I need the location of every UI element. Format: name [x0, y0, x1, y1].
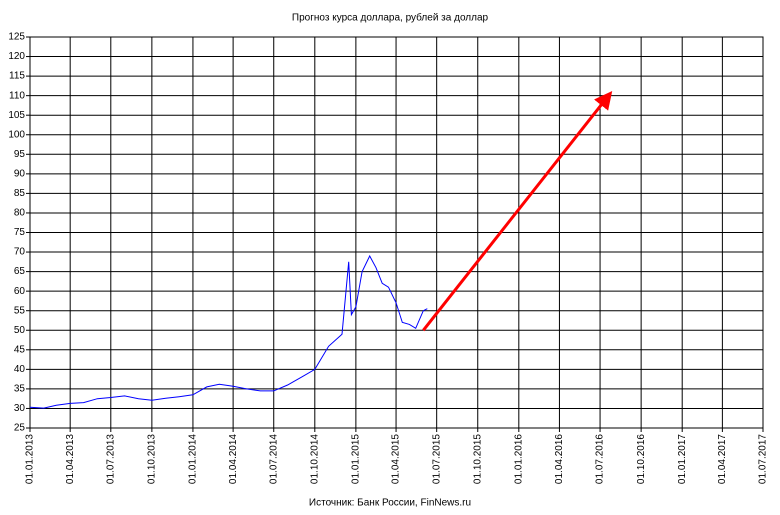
x-tick-label: 01.10.2015	[472, 434, 483, 484]
x-tick-label: 01.04.2013	[65, 434, 76, 484]
y-tick-label: 45	[14, 344, 26, 355]
chart-title: Прогноз курса доллара, рублей за доллар	[292, 12, 489, 24]
y-tick-label: 70	[14, 247, 26, 258]
x-tick-label: 01.04.2017	[717, 434, 728, 484]
x-tick-label: 01.01.2016	[513, 434, 524, 484]
x-tick-label: 01.07.2014	[268, 434, 279, 484]
y-tick-label: 105	[8, 110, 25, 121]
y-tick-label: 40	[14, 364, 26, 375]
x-tick-label: 01.01.2017	[677, 434, 688, 484]
x-tick-label: 01.07.2013	[105, 434, 116, 484]
x-tick-label: 01.07.2015	[431, 434, 442, 484]
y-tick-label: 35	[14, 384, 26, 395]
x-tick-label: 01.01.2015	[351, 434, 362, 484]
x-tick-label: 01.04.2014	[228, 434, 239, 484]
x-tick-label: 01.10.2016	[636, 434, 647, 484]
y-tick-label: 50	[14, 325, 26, 336]
y-tick-label: 95	[14, 149, 26, 160]
y-tick-label: 75	[14, 227, 26, 238]
y-tick-label: 55	[14, 305, 26, 316]
plot-border	[29, 36, 764, 429]
x-tick-label: 01.01.2013	[25, 434, 36, 484]
x-tick-label: 01.07.2017	[758, 434, 769, 484]
y-tick-label: 110	[9, 90, 25, 101]
y-tick-label: 80	[14, 208, 26, 219]
x-tick-label: 01.07.2016	[595, 434, 606, 484]
y-tick-label: 30	[14, 403, 26, 414]
y-tick-label: 100	[8, 129, 25, 140]
source-note: Источник: Банк России, FinNews.ru	[309, 498, 471, 509]
y-tick-label: 25	[14, 423, 26, 434]
x-tick-label: 01.01.2014	[188, 434, 199, 484]
x-tick-label: 01.10.2014	[309, 434, 320, 484]
y-tick-label: 115	[9, 71, 25, 82]
forecast-arrow	[422, 90, 613, 332]
x-tick-label: 01.04.2016	[554, 434, 565, 484]
y-tick-label: 60	[14, 286, 26, 297]
y-tick-label: 120	[8, 51, 25, 62]
series-line	[29, 254, 428, 409]
y-tick-label: 85	[14, 188, 26, 199]
x-tick-label: 01.04.2015	[391, 434, 402, 484]
y-tick-label: 125	[8, 32, 25, 43]
x-tick-label: 01.10.2013	[147, 434, 158, 484]
y-tick-label: 90	[14, 168, 26, 179]
y-tick-label: 65	[14, 266, 26, 277]
